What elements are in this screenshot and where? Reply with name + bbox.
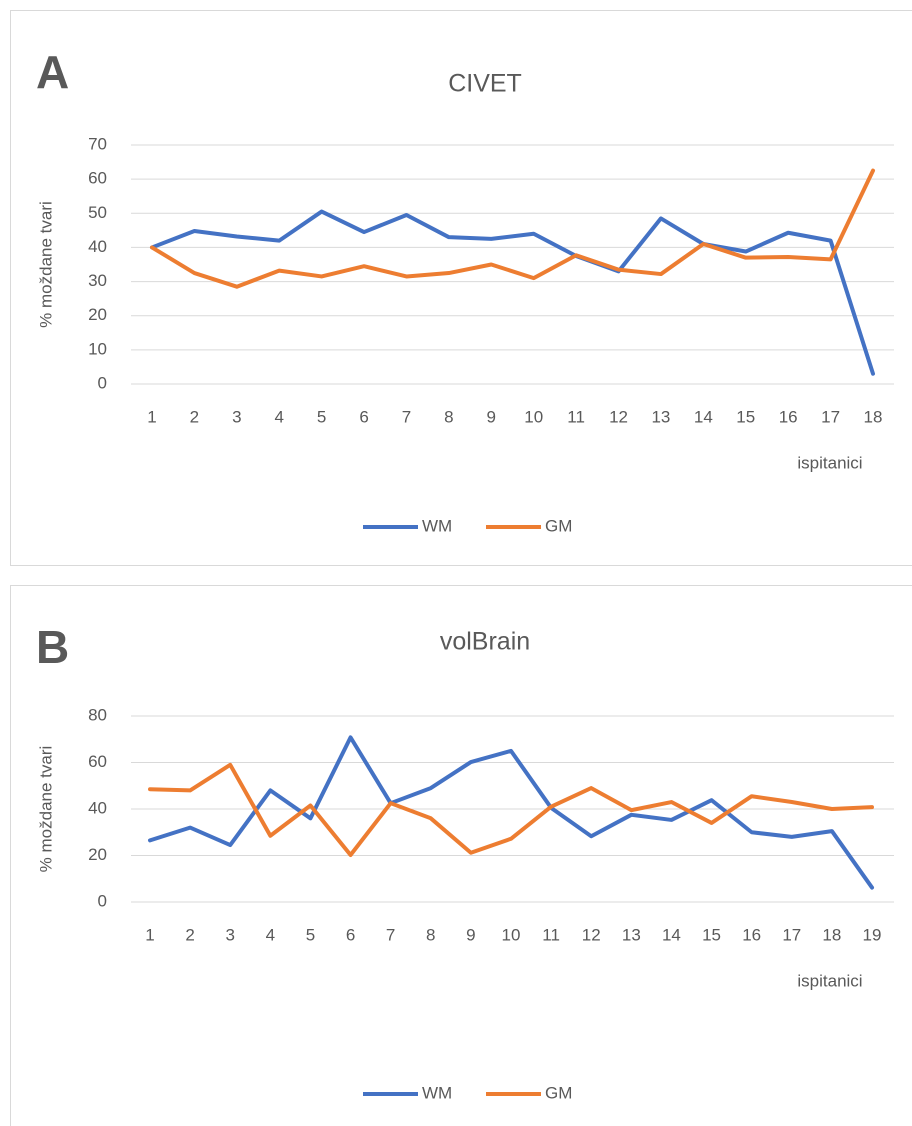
legend-label: GM (545, 1083, 572, 1102)
legend-label: GM (545, 516, 572, 535)
x-tick-label: 10 (524, 407, 543, 426)
y-tick-label: 10 (88, 339, 107, 358)
x-tick-label: 3 (225, 925, 234, 944)
x-tick-label: 16 (742, 925, 761, 944)
chart-title: CIVET (448, 70, 522, 98)
x-tick-label: 6 (346, 925, 355, 944)
chart-title: volBrain (440, 628, 530, 656)
y-tick-label: 30 (88, 271, 107, 290)
x-tick-label: 15 (736, 407, 755, 426)
y-axis-title: % moždane tvari (36, 201, 55, 328)
x-tick-label: 8 (426, 925, 435, 944)
x-tick-label: 12 (609, 407, 628, 426)
series-line (148, 735, 874, 890)
y-tick-label: 20 (88, 305, 107, 324)
x-tick-label: 17 (782, 925, 801, 944)
x-tick-label: 18 (864, 407, 883, 426)
x-tick-label: 9 (487, 407, 496, 426)
y-tick-label: 0 (98, 373, 107, 392)
panel-label: A (36, 46, 69, 98)
x-tick-label: 7 (386, 925, 395, 944)
y-tick-label: 80 (88, 705, 107, 724)
legend-label: WM (422, 1083, 452, 1102)
x-axis-title: ispitanici (797, 971, 862, 990)
chart-panel: A CIVET % moždane tvari ispitanici 0 10 20 30 40… (10, 10, 912, 566)
y-tick-label: 40 (88, 798, 107, 817)
panel-label: B (36, 621, 69, 673)
x-tick-label: 4 (275, 407, 284, 426)
y-tick-label: 20 (88, 845, 107, 864)
x-tick-label: 2 (190, 407, 199, 426)
x-tick-label: 14 (694, 407, 713, 426)
x-tick-label: 6 (359, 407, 368, 426)
x-tick-label: 1 (147, 407, 156, 426)
x-tick-label: 17 (821, 407, 840, 426)
x-tick-label: 13 (651, 407, 670, 426)
legend-label: WM (422, 516, 452, 535)
x-axis-title: ispitanici (797, 453, 862, 472)
x-tick-label: 19 (863, 925, 882, 944)
y-axis-title: % moždane tvari (36, 746, 55, 873)
x-tick-label: 3 (232, 407, 241, 426)
x-tick-label: 5 (317, 407, 326, 426)
x-tick-label: 12 (582, 925, 601, 944)
x-tick-label: 15 (702, 925, 721, 944)
x-tick-label: 4 (266, 925, 275, 944)
x-tick-label: 16 (779, 407, 798, 426)
x-tick-label: 13 (622, 925, 641, 944)
x-tick-label: 18 (822, 925, 841, 944)
y-tick-label: 60 (88, 169, 107, 188)
x-tick-label: 5 (306, 925, 315, 944)
x-tick-label: 7 (402, 407, 411, 426)
x-tick-label: 2 (185, 925, 194, 944)
x-tick-label: 11 (542, 925, 560, 944)
series-line (150, 168, 875, 289)
x-tick-label: 11 (567, 407, 585, 426)
series-line (148, 762, 874, 858)
x-tick-label: 9 (466, 925, 475, 944)
x-tick-label: 1 (145, 925, 154, 944)
panel-frame (10, 585, 912, 1126)
y-tick-label: 50 (88, 203, 107, 222)
x-tick-label: 8 (444, 407, 453, 426)
x-tick-label: 10 (502, 925, 521, 944)
x-tick-label: 14 (662, 925, 681, 944)
y-tick-label: 0 (98, 891, 107, 910)
panel-frame (10, 10, 912, 566)
y-tick-label: 60 (88, 752, 107, 771)
y-tick-label: 40 (88, 237, 107, 256)
series-line (150, 209, 875, 376)
y-tick-label: 70 (88, 134, 107, 153)
